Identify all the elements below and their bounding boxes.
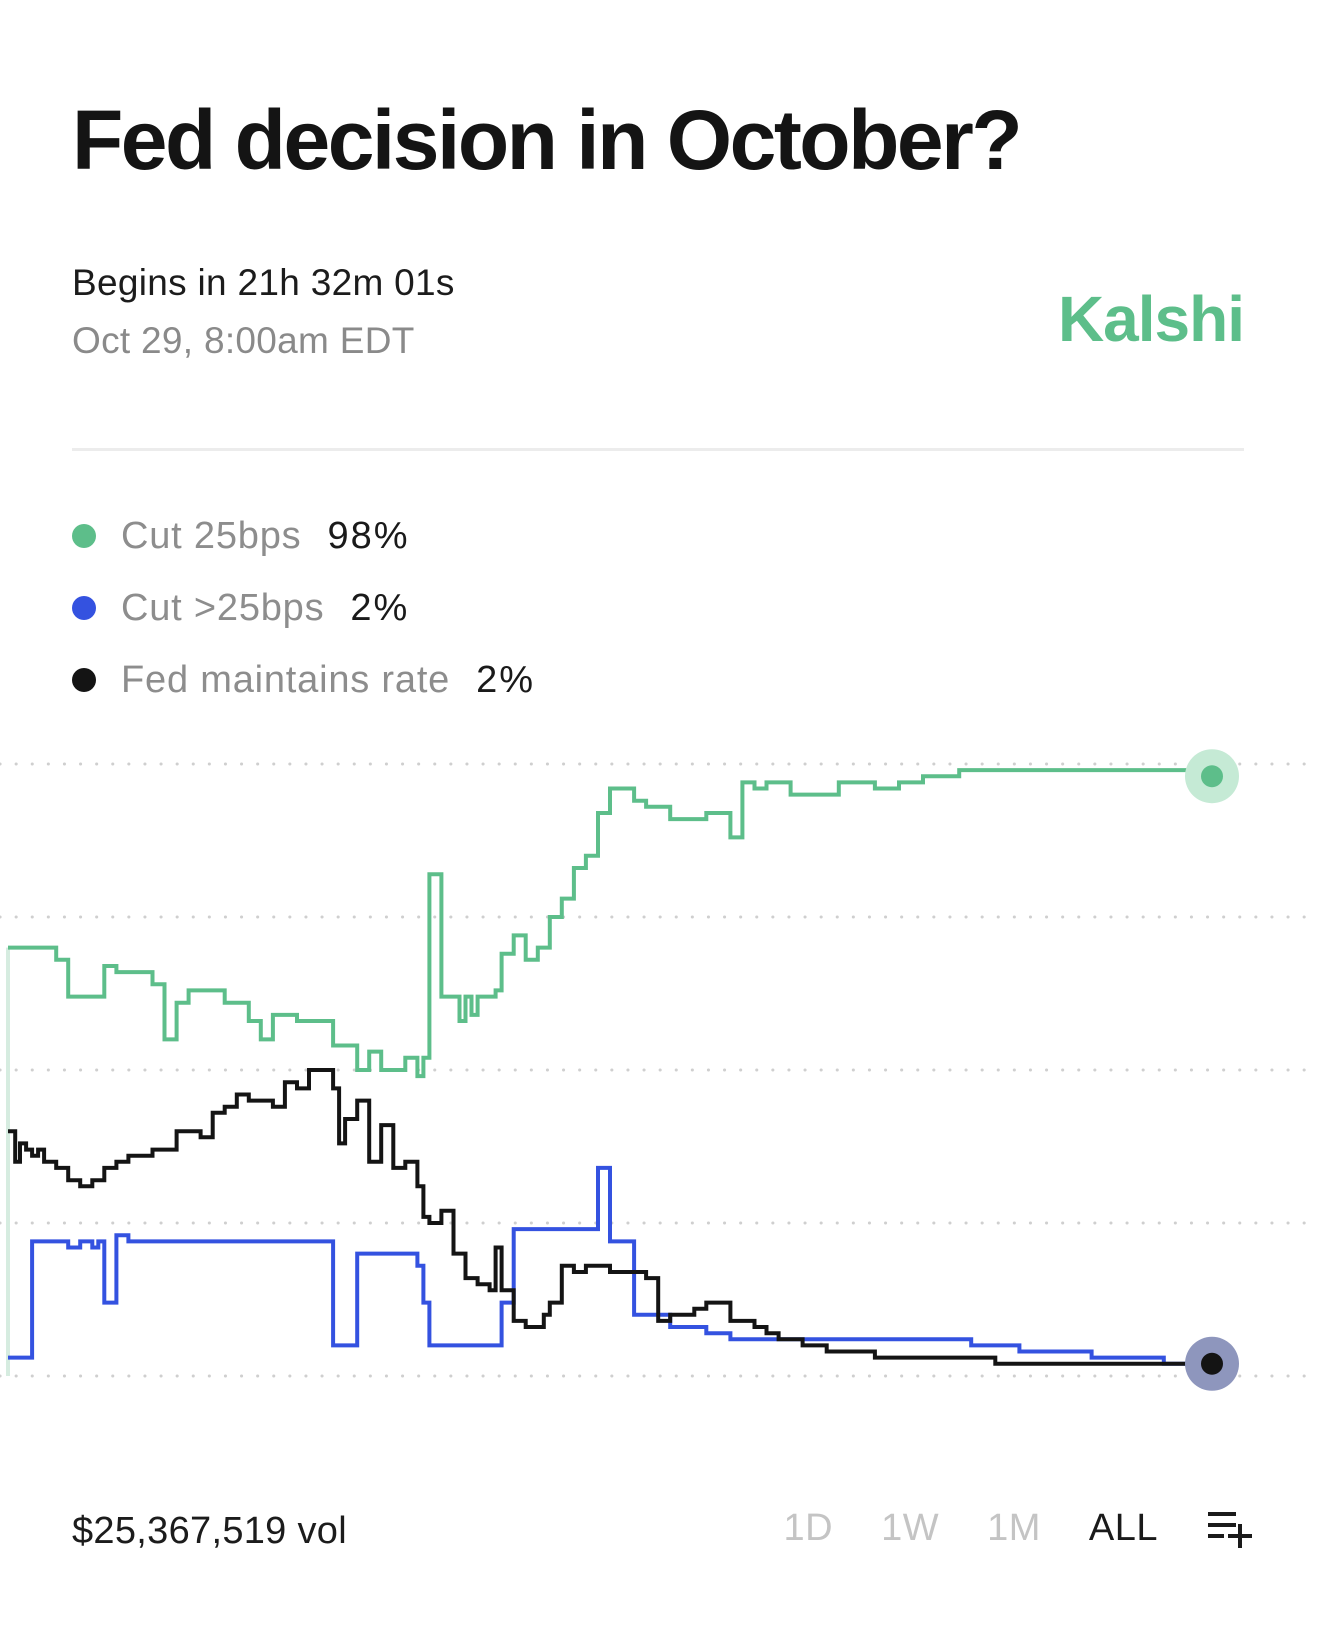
page-title: Fed decision in October? (72, 93, 1023, 187)
series-line-fed-maintains (8, 1068, 1212, 1366)
tab-1m[interactable]: 1M (987, 1506, 1041, 1549)
legend-label: Cut >25bps (121, 586, 325, 629)
legend-value: 98% (327, 514, 410, 557)
countdown-text: Begins in 21h 32m 01s (72, 262, 455, 303)
legend-dot (72, 596, 96, 620)
tab-1d[interactable]: 1D (783, 1506, 834, 1549)
volume-text: $25,367,519 vol (72, 1510, 347, 1552)
series-line-cut-over-25bps (8, 1165, 1212, 1366)
marker-dot (1201, 1352, 1223, 1375)
legend-item-maintain[interactable]: Fed maintains rate 2% (72, 644, 535, 716)
divider (72, 448, 1244, 451)
time-range-tabs: 1D 1W 1M ALL (736, 1503, 1257, 1553)
end-marker-fed-maintains (1185, 1336, 1239, 1391)
list-add-icon[interactable] (1206, 1508, 1256, 1548)
legend-label: Cut 25bps (121, 514, 302, 557)
legend-value: 2% (350, 586, 410, 629)
tab-all[interactable]: ALL (1088, 1506, 1158, 1549)
tab-1w[interactable]: 1W (881, 1506, 940, 1549)
event-date: Oct 29, 8:00am EDT (72, 320, 415, 361)
end-marker-cut-25bps (1185, 749, 1239, 804)
legend-value: 2% (476, 658, 536, 701)
chart-legend: Cut 25bps 98% Cut >25bps 2% Fed maintain… (72, 500, 535, 716)
kalshi-logo: Kalshi (1057, 283, 1245, 355)
legend-item-cut-25[interactable]: Cut 25bps 98% (72, 500, 535, 572)
legend-dot (72, 668, 96, 692)
marker-dot (1201, 765, 1223, 788)
legend-label: Fed maintains rate (121, 658, 451, 701)
legend-dot (72, 524, 96, 548)
legend-item-cut-more-25[interactable]: Cut >25bps 2% (72, 572, 535, 644)
series-line-cut-25bps (8, 768, 1212, 1079)
price-history-chart[interactable] (0, 740, 1320, 1450)
